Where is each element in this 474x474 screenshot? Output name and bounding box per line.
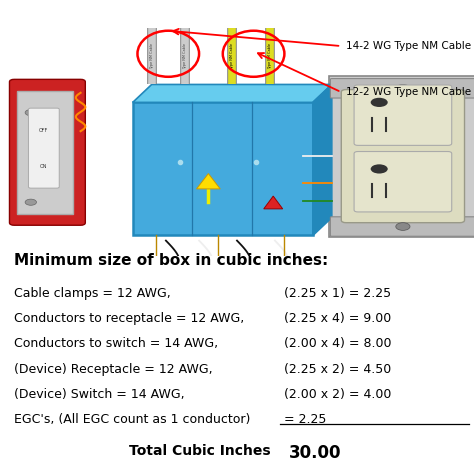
Polygon shape bbox=[264, 196, 283, 209]
Text: (2.25 x 2) = 4.50: (2.25 x 2) = 4.50 bbox=[284, 363, 392, 375]
Polygon shape bbox=[133, 84, 332, 102]
Text: 30.00: 30.00 bbox=[289, 445, 342, 463]
FancyBboxPatch shape bbox=[9, 79, 85, 225]
FancyBboxPatch shape bbox=[329, 75, 474, 237]
FancyBboxPatch shape bbox=[330, 217, 474, 236]
Text: 14-2 WG Type NM Cable: 14-2 WG Type NM Cable bbox=[346, 41, 471, 51]
Text: (2.25 x 1) = 2.25: (2.25 x 1) = 2.25 bbox=[284, 287, 392, 301]
Circle shape bbox=[25, 199, 36, 205]
Text: EGC's, (All EGC count as 1 conductor): EGC's, (All EGC count as 1 conductor) bbox=[14, 412, 251, 426]
FancyBboxPatch shape bbox=[133, 102, 313, 236]
Text: Type NM Cable: Type NM Cable bbox=[150, 43, 154, 69]
Text: ON: ON bbox=[40, 164, 47, 169]
FancyBboxPatch shape bbox=[330, 79, 474, 98]
Text: Total Cubic Inches: Total Cubic Inches bbox=[128, 445, 270, 458]
Text: 12-2 WG Type NM Cable: 12-2 WG Type NM Cable bbox=[346, 87, 471, 97]
Circle shape bbox=[396, 84, 410, 92]
Circle shape bbox=[371, 98, 388, 107]
Text: (Device) Receptacle = 12 AWG,: (Device) Receptacle = 12 AWG, bbox=[14, 363, 213, 375]
Text: Conductors to switch = 14 AWG,: Conductors to switch = 14 AWG, bbox=[14, 337, 219, 350]
Circle shape bbox=[371, 164, 388, 173]
Text: OFF: OFF bbox=[39, 128, 48, 133]
Circle shape bbox=[25, 109, 36, 116]
Text: (2.00 x 4) = 8.00: (2.00 x 4) = 8.00 bbox=[284, 337, 392, 350]
FancyBboxPatch shape bbox=[28, 108, 59, 188]
Text: Minimum size of box in cubic inches:: Minimum size of box in cubic inches: bbox=[14, 253, 328, 268]
FancyBboxPatch shape bbox=[341, 90, 465, 223]
Text: Type NM Cable: Type NM Cable bbox=[230, 43, 234, 69]
Polygon shape bbox=[197, 173, 220, 189]
Text: (Device) Switch = 14 AWG,: (Device) Switch = 14 AWG, bbox=[14, 388, 185, 401]
Text: Cable clamps = 12 AWG,: Cable clamps = 12 AWG, bbox=[14, 287, 171, 301]
Circle shape bbox=[396, 223, 410, 230]
Text: Type NM Cable: Type NM Cable bbox=[183, 43, 187, 69]
Text: Type NM Cable: Type NM Cable bbox=[268, 43, 272, 69]
Text: (2.00 x 2) = 4.00: (2.00 x 2) = 4.00 bbox=[284, 388, 392, 401]
Polygon shape bbox=[313, 84, 332, 236]
Text: (2.25 x 4) = 9.00: (2.25 x 4) = 9.00 bbox=[284, 312, 392, 326]
FancyBboxPatch shape bbox=[354, 85, 452, 146]
FancyBboxPatch shape bbox=[354, 152, 452, 212]
FancyBboxPatch shape bbox=[17, 91, 73, 214]
Text: Conductors to receptacle = 12 AWG,: Conductors to receptacle = 12 AWG, bbox=[14, 312, 245, 326]
Text: = 2.25: = 2.25 bbox=[284, 412, 327, 426]
